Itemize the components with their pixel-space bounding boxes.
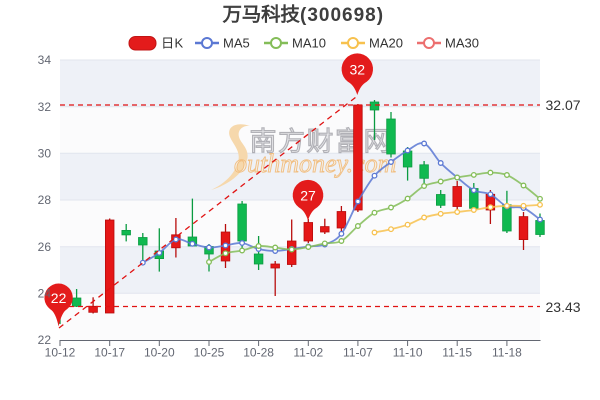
svg-text:MA10: MA10 bbox=[292, 36, 326, 51]
svg-text:(300698): (300698) bbox=[300, 5, 384, 26]
svg-text:27: 27 bbox=[300, 187, 316, 203]
svg-text:11-10: 11-10 bbox=[393, 346, 423, 360]
svg-text:23.43: 23.43 bbox=[546, 299, 581, 315]
svg-text:28: 28 bbox=[38, 193, 52, 207]
svg-text:MA20: MA20 bbox=[369, 36, 403, 51]
svg-text:10-20: 10-20 bbox=[144, 346, 175, 360]
svg-text:32: 32 bbox=[350, 61, 366, 77]
svg-text:10-17: 10-17 bbox=[94, 346, 125, 360]
svg-text:32: 32 bbox=[38, 100, 52, 114]
svg-text:34: 34 bbox=[38, 53, 52, 67]
svg-text:MA30: MA30 bbox=[445, 36, 479, 51]
svg-text:11-07: 11-07 bbox=[343, 346, 373, 360]
svg-text:11-02: 11-02 bbox=[293, 346, 323, 360]
svg-text:10-28: 10-28 bbox=[243, 346, 274, 360]
svg-text:MA5: MA5 bbox=[223, 36, 250, 51]
svg-text:32.07: 32.07 bbox=[546, 97, 581, 113]
svg-text:30: 30 bbox=[38, 147, 52, 161]
svg-text:24: 24 bbox=[38, 287, 52, 301]
svg-text:outhmoney.com: outhmoney.com bbox=[234, 149, 396, 178]
svg-text:26: 26 bbox=[38, 240, 52, 254]
svg-text:22: 22 bbox=[51, 290, 67, 306]
svg-text:K: K bbox=[175, 36, 184, 51]
svg-text:10-12: 10-12 bbox=[45, 346, 76, 360]
svg-text:22: 22 bbox=[38, 333, 52, 347]
svg-text:11-15: 11-15 bbox=[442, 346, 472, 360]
svg-text:10-25: 10-25 bbox=[194, 346, 225, 360]
svg-text:11-18: 11-18 bbox=[492, 346, 522, 360]
